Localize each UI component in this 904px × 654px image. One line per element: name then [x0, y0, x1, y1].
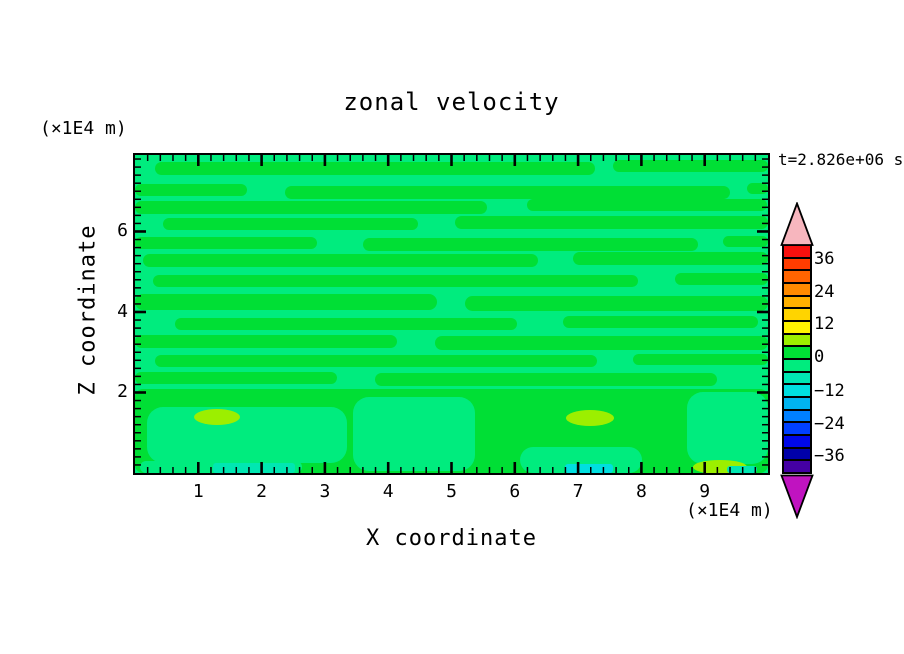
- x-tick-label: 5: [446, 481, 457, 502]
- contour-streak: [563, 316, 758, 328]
- contour-patch: [213, 463, 295, 473]
- x-tick-label: 9: [699, 481, 711, 502]
- contour-streak: [633, 354, 768, 365]
- x-tick-label: 1: [192, 481, 204, 502]
- colorbar-segment: [784, 372, 810, 386]
- contour-streak: [143, 254, 538, 267]
- x-tick-label: 3: [319, 481, 331, 502]
- contour-plot-area: [133, 153, 770, 475]
- colorbar-segment: [784, 398, 810, 411]
- colorbar-segment: [784, 448, 810, 462]
- colorbar-segment: [784, 309, 810, 323]
- z-axis-title: Z coordinate: [75, 224, 101, 396]
- contour-streak: [285, 186, 730, 199]
- z-tick-label: 2: [117, 381, 128, 403]
- colorbar-value-label: −24: [814, 413, 845, 434]
- colorbar-segment: [784, 322, 810, 335]
- colorbar-segment: [784, 296, 810, 310]
- z-tick-label: 6: [117, 220, 128, 242]
- colorbar-over-arrow: [780, 202, 814, 246]
- time-annotation: t=2.826e+06 s: [778, 150, 904, 169]
- contour-streak: [163, 218, 418, 230]
- contour-streak: [435, 336, 768, 350]
- contour-streak: [573, 252, 768, 265]
- colorbar-value-label: 36: [814, 249, 835, 269]
- contour-spot: [194, 409, 240, 425]
- tick-marks: [135, 155, 768, 473]
- contour-island: [687, 392, 768, 464]
- colorbar-value-label: −36: [814, 446, 845, 467]
- colorbar-value-label: 24: [814, 282, 835, 302]
- colorbar-segment: [784, 334, 810, 348]
- colorbar-segment: [784, 246, 810, 259]
- colorbar-under-arrow-shape: [780, 474, 814, 519]
- colorbar-segment: [784, 271, 810, 285]
- contour-streak: [175, 318, 517, 330]
- colorbar-segment: [784, 461, 810, 473]
- colorbar-segment: [784, 284, 810, 297]
- colorbar-over-arrow-shape: [780, 202, 814, 246]
- contour-island: [147, 407, 347, 463]
- chart-title: zonal velocity: [343, 88, 560, 116]
- colorbar-segment: [784, 385, 810, 399]
- x-tick-label: 6: [509, 481, 521, 502]
- contour-streak: [135, 201, 487, 214]
- colorbar-segment: [784, 347, 810, 361]
- x-tick-label: 8: [635, 481, 647, 502]
- contour-streak: [455, 216, 768, 229]
- x-tick-label: 4: [382, 481, 394, 502]
- x-tick-label: 7: [572, 481, 584, 502]
- contour-streak: [613, 160, 768, 172]
- contour-streak: [675, 273, 768, 285]
- contour-streak: [135, 335, 397, 348]
- colorbar-segment: [784, 423, 810, 437]
- contour-streak: [153, 275, 638, 287]
- colorbar-under-arrow: [780, 474, 814, 519]
- colorbar-segment: [784, 360, 810, 373]
- contour-streak: [527, 199, 767, 211]
- contour-streak: [155, 162, 595, 175]
- contour-streak: [723, 236, 768, 247]
- contour-field-svg: [135, 155, 768, 473]
- contour-streak: [465, 296, 768, 311]
- contour-streak: [363, 238, 698, 251]
- z-tick-label: 4: [117, 300, 128, 322]
- x-axis-title: X coordinate: [366, 526, 537, 551]
- contour-island: [353, 397, 475, 471]
- contour-streak: [135, 184, 247, 196]
- contour-streak: [375, 373, 717, 386]
- contour-streak: [135, 237, 317, 249]
- colorbar-segment: [784, 258, 810, 272]
- contour-spot: [566, 410, 614, 426]
- contour-streak: [747, 183, 768, 194]
- contour-streak: [135, 372, 337, 384]
- colorbar-value-label: 0: [814, 347, 825, 368]
- colorbar: [782, 244, 812, 474]
- contour-patch: [565, 464, 613, 473]
- colorbar-segment: [784, 410, 810, 424]
- z-axis-unit-label: (×1E4 m): [40, 118, 127, 139]
- contour-streak: [135, 294, 437, 310]
- colorbar-value-label: −12: [814, 380, 845, 401]
- x-axis-unit-label: (×1E4 m): [686, 500, 773, 521]
- contour-streak: [155, 355, 597, 367]
- x-tick-label: 2: [256, 481, 268, 502]
- colorbar-value-label: 12: [814, 314, 835, 335]
- colorbar-segment: [784, 436, 810, 449]
